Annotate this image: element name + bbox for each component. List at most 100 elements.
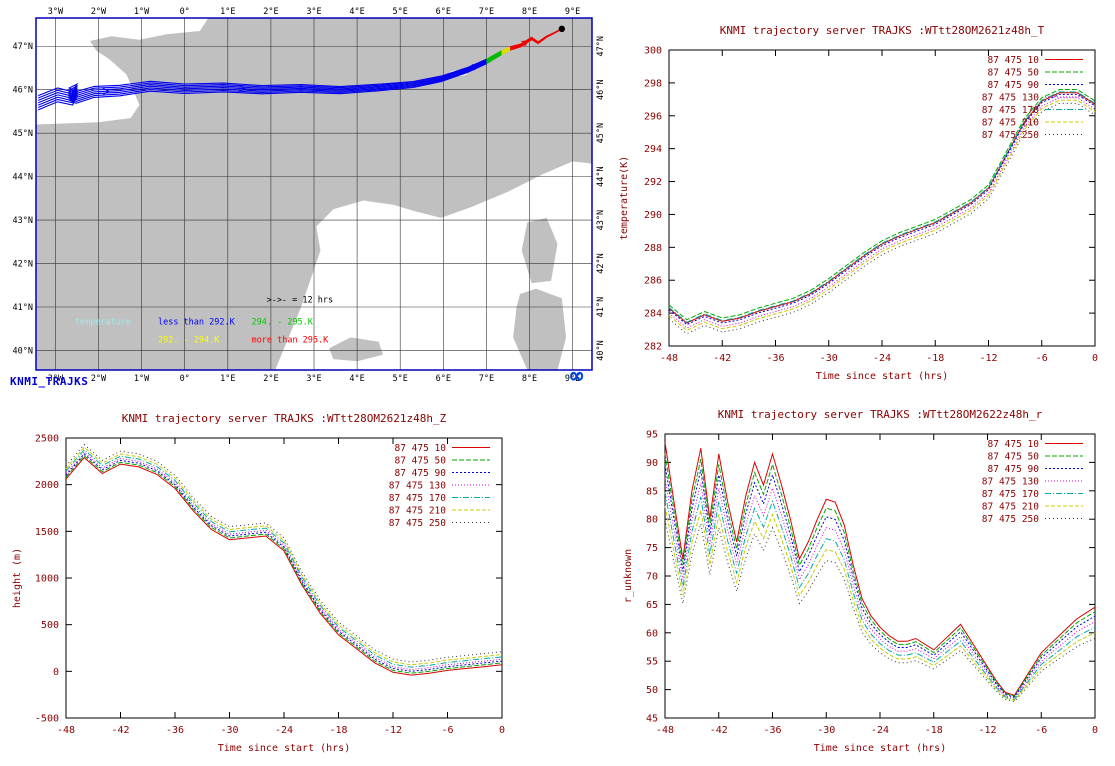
series-line-87-475-50 [664, 453, 1096, 697]
series-line-87-475-10 [664, 442, 1096, 696]
legend-label: 87 475 10 [988, 55, 1040, 66]
series-line-87-475-250 [65, 443, 503, 663]
sea-area [275, 161, 592, 370]
lat-label: 43°N [596, 210, 604, 230]
lon-label: 1°E [220, 7, 235, 17]
y-tick-label: 500 [41, 620, 59, 631]
lon-label: 3°W [48, 374, 64, 384]
x-tick-label: -48 [57, 725, 75, 736]
lon-label: 8°E [522, 374, 537, 384]
legend-label: 87 475 90 [395, 468, 447, 479]
height-chart-panel: -48 -42 -36 -30 -24 -18 -12 -6 0 -500 0 500 1000 1500… [6, 398, 518, 762]
x-tick-label: -24 [873, 353, 891, 364]
x-tick-label: -6 [1035, 725, 1047, 736]
y-tick-label: 90 [646, 458, 658, 469]
map-frame [35, 17, 593, 371]
lon-label: 6°E [436, 7, 451, 17]
legend-label: 87 475 250 [389, 518, 446, 529]
series-line-87-475-210 [664, 505, 1096, 702]
legend-label: 87 475 130 [982, 93, 1039, 104]
legend-label: 87 475 250 [982, 514, 1039, 525]
x-tick-label: -12 [979, 353, 997, 364]
y-tick-label: 300 [644, 46, 662, 57]
legend-label: 87 475 90 [988, 464, 1040, 475]
lat-label: 44°N [13, 173, 33, 183]
y-tick-label: 1000 [35, 574, 59, 585]
x-tick-label: 0 [1092, 353, 1098, 364]
island [513, 288, 567, 370]
temperature-plot: -48 -42 -36 -30 -24 -18 -12 -6 0 282 284 286 288 290 2… [619, 24, 1098, 382]
lat-label: 40°N [596, 340, 604, 360]
trajectory-line [37, 60, 487, 101]
lon-label: 0° [180, 7, 190, 17]
lon-label: 1°E [220, 374, 235, 384]
y-tick-label: 1500 [35, 527, 59, 538]
direction-arrow-icon [238, 84, 246, 92]
y-tick-label: 292 [644, 177, 662, 188]
legend-label: 87 475 50 [988, 68, 1040, 79]
series-line-87-475-10 [65, 456, 503, 676]
x-tick-label: -24 [871, 725, 889, 736]
map-panel: 3°W 3°W 2°W 2°W 1°W 1°W 0° 0° 1°E 1°E 2°E 2°E 3°E 3°E… [4, 4, 604, 398]
lat-label: 46°N [596, 79, 604, 99]
x-tick-label: -6 [441, 725, 453, 736]
x-tick-label: 0 [499, 725, 505, 736]
x-tick-label: -30 [817, 725, 835, 736]
lon-label: 4°E [349, 374, 364, 384]
y-tick-label: 290 [644, 210, 662, 221]
direction-arrow-icon [391, 82, 399, 90]
legend-label: 87 475 170 [389, 493, 446, 504]
lat-label: 45°N [13, 129, 33, 139]
trajectory-line [37, 58, 487, 97]
x-tick-label: -6 [1036, 353, 1048, 364]
direction-arrow-icon [102, 87, 111, 95]
y-tick-label: 65 [646, 600, 658, 611]
x-tick-label: -18 [926, 353, 944, 364]
trajectory-end-marker [558, 25, 566, 33]
lon-label: 4°E [349, 7, 364, 17]
lat-label: 47°N [596, 36, 604, 56]
y-tick-label: 294 [644, 144, 662, 155]
legend-label: 87 475 210 [982, 118, 1039, 129]
legend-label: 87 475 210 [389, 506, 446, 517]
height-chart: -48 -42 -36 -30 -24 -18 -12 -6 0 -500 0 500 1000 1500… [12, 412, 505, 754]
marker-interval-note: >->- = 12 hrs [267, 296, 334, 306]
y-tick-label: 282 [644, 342, 662, 353]
y-tick-label: 80 [646, 515, 658, 526]
trajectory-line [486, 53, 502, 64]
y-tick-label: 2500 [35, 434, 59, 445]
x-tick-label: -42 [111, 725, 129, 736]
lon-label: 3°W [48, 7, 64, 17]
lon-label: 7°E [479, 374, 494, 384]
legend-label: 87 475 10 [988, 439, 1040, 450]
legend-label: 87 475 170 [982, 105, 1039, 116]
x-axis-label: Time since start (hrs) [814, 743, 946, 754]
legend-item: 294. - 295.K [252, 317, 314, 327]
map-source-label: KNMI_TRAJKS [10, 375, 89, 388]
x-axis-label: Time since start (hrs) [218, 743, 350, 754]
legend-label: 87 475 130 [982, 477, 1039, 488]
trajectory-map: 3°W 3°W 2°W 2°W 1°W 1°W 0° 0° 1°E 1°E 2°E 2°E 3°E 3°E… [13, 7, 604, 384]
lon-label: 9°E [565, 374, 580, 384]
x-tick-label: -42 [710, 725, 728, 736]
y-axis-label: height (m) [12, 548, 23, 608]
trajectory-line [486, 52, 502, 62]
y-tick-label: 2000 [35, 480, 59, 491]
x-tick-label: -18 [925, 725, 943, 736]
lat-label: 40°N [13, 346, 33, 356]
r-unknown-chart: -48 -42 -36 -30 -24 -18 -12 -6 0 45 50 55 60 65 70 75 80… [623, 408, 1098, 754]
lon-label: 3°E [306, 374, 321, 384]
series-line-87-475-50 [668, 89, 1096, 321]
trajectory-line [37, 61, 487, 106]
x-tick-label: -48 [656, 725, 674, 736]
island [521, 217, 558, 284]
lon-label: 2°W [91, 7, 107, 17]
x-tick-label: -18 [329, 725, 347, 736]
lat-label: 44°N [596, 166, 604, 186]
map-canvas: 3°W 3°W 2°W 2°W 1°W 1°W 0° 0° 1°E 1°E 2°E 2°E 3°E 3°E… [13, 7, 604, 384]
lat-label: 42°N [13, 260, 33, 270]
r-unknown-chart-panel: -48 -42 -36 -30 -24 -18 -12 -6 0 45 50 55 60 65 70 75 80… [617, 392, 1111, 764]
y-tick-label: 284 [644, 309, 662, 320]
x-tick-label: -30 [220, 725, 238, 736]
lon-label: 6°E [436, 374, 451, 384]
